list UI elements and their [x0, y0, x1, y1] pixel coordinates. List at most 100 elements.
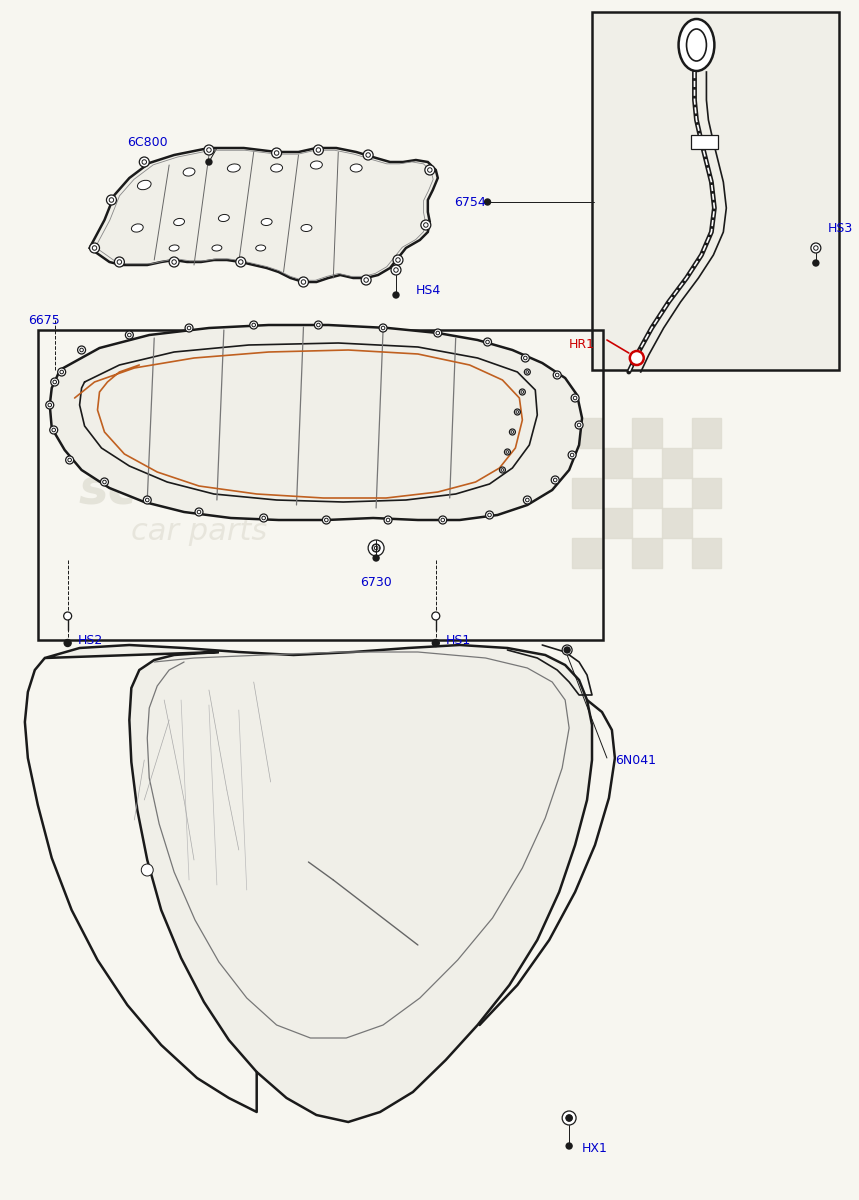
Circle shape — [432, 612, 440, 620]
Text: scuderia: scuderia — [79, 466, 319, 514]
Text: 6754: 6754 — [454, 196, 485, 209]
Text: HS3: HS3 — [828, 222, 853, 234]
Circle shape — [520, 389, 526, 395]
Circle shape — [813, 246, 818, 251]
Text: 6675: 6675 — [27, 313, 59, 326]
Circle shape — [570, 454, 574, 457]
Text: HX1: HX1 — [582, 1141, 608, 1154]
Circle shape — [421, 220, 431, 230]
Circle shape — [109, 198, 113, 203]
Circle shape — [523, 356, 527, 360]
Circle shape — [52, 428, 56, 432]
Circle shape — [142, 160, 147, 164]
Ellipse shape — [212, 245, 222, 251]
Circle shape — [58, 368, 65, 376]
Circle shape — [564, 647, 570, 653]
Circle shape — [373, 545, 380, 552]
Text: 6N041: 6N041 — [615, 754, 656, 767]
Circle shape — [198, 510, 201, 514]
Circle shape — [316, 148, 320, 152]
Circle shape — [432, 640, 439, 647]
Circle shape — [526, 371, 528, 373]
Circle shape — [314, 145, 323, 155]
Circle shape — [566, 1115, 572, 1121]
Circle shape — [314, 320, 322, 329]
Circle shape — [262, 516, 265, 520]
Circle shape — [89, 242, 100, 253]
Circle shape — [436, 331, 440, 335]
Bar — [691, 538, 722, 568]
Ellipse shape — [169, 245, 179, 251]
Text: HR1: HR1 — [570, 338, 595, 352]
Circle shape — [485, 341, 490, 343]
Ellipse shape — [261, 218, 272, 226]
Circle shape — [562, 1111, 576, 1126]
Bar — [691, 418, 722, 448]
Circle shape — [521, 354, 529, 362]
Circle shape — [375, 546, 378, 550]
Circle shape — [499, 467, 505, 473]
Circle shape — [568, 451, 576, 458]
Circle shape — [364, 277, 369, 282]
Circle shape — [577, 424, 581, 427]
Bar — [572, 478, 602, 508]
Circle shape — [381, 326, 385, 330]
Circle shape — [169, 257, 179, 266]
Circle shape — [379, 324, 387, 332]
Circle shape — [204, 145, 214, 155]
Bar — [592, 12, 838, 370]
Circle shape — [107, 194, 117, 205]
Circle shape — [92, 246, 97, 251]
Circle shape — [515, 409, 521, 415]
Circle shape — [811, 242, 821, 253]
Circle shape — [504, 449, 510, 455]
Circle shape — [366, 152, 370, 157]
Ellipse shape — [218, 215, 229, 222]
Circle shape — [506, 451, 509, 454]
Circle shape — [46, 401, 54, 409]
Ellipse shape — [350, 164, 362, 172]
Bar — [572, 538, 602, 568]
Circle shape — [524, 370, 530, 374]
Circle shape — [526, 498, 529, 502]
Ellipse shape — [686, 29, 706, 61]
Text: car parts: car parts — [131, 517, 267, 546]
Circle shape — [425, 164, 435, 175]
Ellipse shape — [174, 218, 185, 226]
Circle shape — [565, 648, 570, 653]
Circle shape — [53, 380, 57, 384]
Ellipse shape — [131, 224, 143, 232]
Circle shape — [553, 371, 561, 379]
Circle shape — [363, 150, 373, 160]
Circle shape — [207, 148, 211, 152]
Circle shape — [101, 478, 108, 486]
Text: 6C800: 6C800 — [127, 137, 168, 150]
Circle shape — [206, 158, 212, 164]
Circle shape — [553, 478, 557, 481]
Bar — [572, 418, 602, 448]
Circle shape — [80, 348, 83, 352]
Circle shape — [127, 334, 131, 337]
Circle shape — [114, 257, 125, 266]
Circle shape — [488, 514, 491, 517]
Text: HS4: HS4 — [416, 283, 442, 296]
Circle shape — [325, 518, 328, 522]
Bar — [661, 508, 691, 538]
Circle shape — [562, 646, 572, 655]
Circle shape — [551, 476, 559, 484]
Circle shape — [511, 431, 514, 433]
Circle shape — [393, 292, 399, 298]
Circle shape — [575, 421, 583, 428]
Circle shape — [259, 514, 268, 522]
Ellipse shape — [256, 245, 265, 251]
Circle shape — [103, 480, 107, 484]
Bar — [632, 538, 661, 568]
Bar — [602, 448, 632, 478]
Circle shape — [556, 373, 559, 377]
Circle shape — [439, 516, 447, 524]
Circle shape — [484, 338, 491, 346]
Circle shape — [521, 391, 524, 394]
Circle shape — [195, 508, 203, 516]
Circle shape — [516, 410, 519, 413]
Circle shape — [396, 258, 400, 263]
